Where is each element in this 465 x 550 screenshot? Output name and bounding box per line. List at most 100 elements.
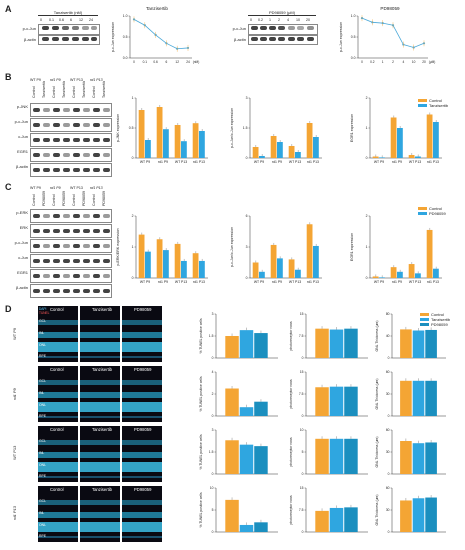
image-row-label: WT P13 [12,445,17,460]
b-legend: Control Tanzisertib [418,98,448,108]
y-tick-label: 60 [386,486,390,490]
bar [156,239,163,278]
bar [425,380,437,416]
y-tick-label: 0 [388,530,390,534]
layer-label: GCL [39,499,46,503]
blot-row-label: EGR1 [17,149,28,154]
blot-band [42,274,50,278]
blot-band [82,168,90,172]
y-axis-label: photoreceptor rows [289,321,293,350]
blot-band [42,289,50,293]
blot-band [32,214,40,218]
retina-layer [38,380,78,385]
blot-band [278,26,285,30]
bar [400,500,412,532]
bar [390,117,397,158]
retina-layer [80,332,120,338]
bar [295,152,301,158]
micrograph-tile: Control GCL INL ONL RPE [38,486,78,542]
blot-band [102,259,110,263]
retina-layer [80,320,120,325]
blot-band [52,26,59,30]
group-label: rd1 P9 [50,186,61,190]
x-tick-label: rd1 P13 [427,280,439,284]
y-tick-label: 1 [132,245,134,249]
bar [315,510,329,532]
blot-band [102,168,110,172]
retina-layer [38,392,78,398]
blot2-lane-labels: 0 0.2 1 2 4 10 20 [248,18,316,24]
y-tick-label: 3 [212,428,214,432]
y-axis-label: p-JNK expression [116,114,120,142]
layer-label: RPE [39,414,46,418]
bar [315,328,329,358]
blot-band [62,214,70,218]
blot-band [62,274,70,278]
legend-label: PD98059 [429,211,446,216]
bar [329,507,344,532]
blot-band [91,26,97,30]
bar [412,380,425,416]
bar [408,264,415,278]
blot-row-label: EGR1 [17,270,28,275]
layer-label: ONL [39,343,46,347]
blot-band [297,26,304,30]
x-tick-label: 1 [382,60,384,64]
blot-row-label: p-c-Jun [22,26,36,31]
y-tick-label: 0 [246,276,248,280]
retina-layer [38,356,78,358]
bar [225,499,239,532]
y-tick-label: 1 [366,126,368,130]
bar [415,156,421,158]
bar [390,267,397,278]
y-tick-label: 0.0 [123,56,128,60]
bar [397,128,403,158]
blot-band [82,259,90,263]
chart-a2-title: PD98059 [380,6,400,11]
blot-band [32,138,40,142]
x-tick-label: rd1 P13 [427,160,439,164]
bar [315,438,329,474]
y-tick-label: 5 [212,508,214,512]
y-tick-label: 15 [300,370,304,374]
blot-band [72,108,80,112]
y-axis-label: ONL Thickness (μm) [375,437,379,468]
blot1-header: Tanzisertib (nM) [38,10,98,16]
chart-b1: 0 0.5 1 p-JNK expression WT P9 rd1 P9 WT P13 rd… [116,96,208,164]
lane-label: 10 [296,18,300,22]
layer-label: ONL [39,523,46,527]
stain-label: TUNEL [39,311,50,315]
legend-entry: PD98059 [418,211,446,216]
legend-label: Control [431,312,444,317]
bar [415,273,421,278]
blot-band [92,259,100,263]
micrograph-tile: PD98059 [122,486,162,542]
retina-layer [80,356,120,358]
y-tick-label: 15 [300,486,304,490]
retina-layer [122,500,162,505]
blot-band [82,108,90,112]
y-tick-label: 30 [386,392,390,396]
blot1-actin-strip [38,35,100,45]
retina-layer [38,462,78,472]
y-axis-label: % TUNEL positive cells [199,492,203,527]
tile-column-label: PD98059 [134,427,152,432]
y-tick-label: 15 [300,312,304,316]
d-legend: Control Tanzisertib PD98059 [420,312,450,327]
blot-strip [30,163,112,177]
retina-layer [80,402,120,412]
blot-band [102,274,110,278]
lane-label: Control [32,194,36,206]
blot-band [269,26,276,30]
bar [426,114,433,158]
bar [433,122,439,158]
bar [239,330,254,358]
bar [425,329,437,358]
blot-band [42,244,50,248]
blot-band [82,153,90,157]
retina-layer [38,402,78,412]
y-tick-label: 1.0 [351,14,356,18]
legend-swatch [418,99,427,103]
y-tick-label: 3 [246,96,248,100]
y-axis-label: % TUNEL positive cells [199,434,203,469]
